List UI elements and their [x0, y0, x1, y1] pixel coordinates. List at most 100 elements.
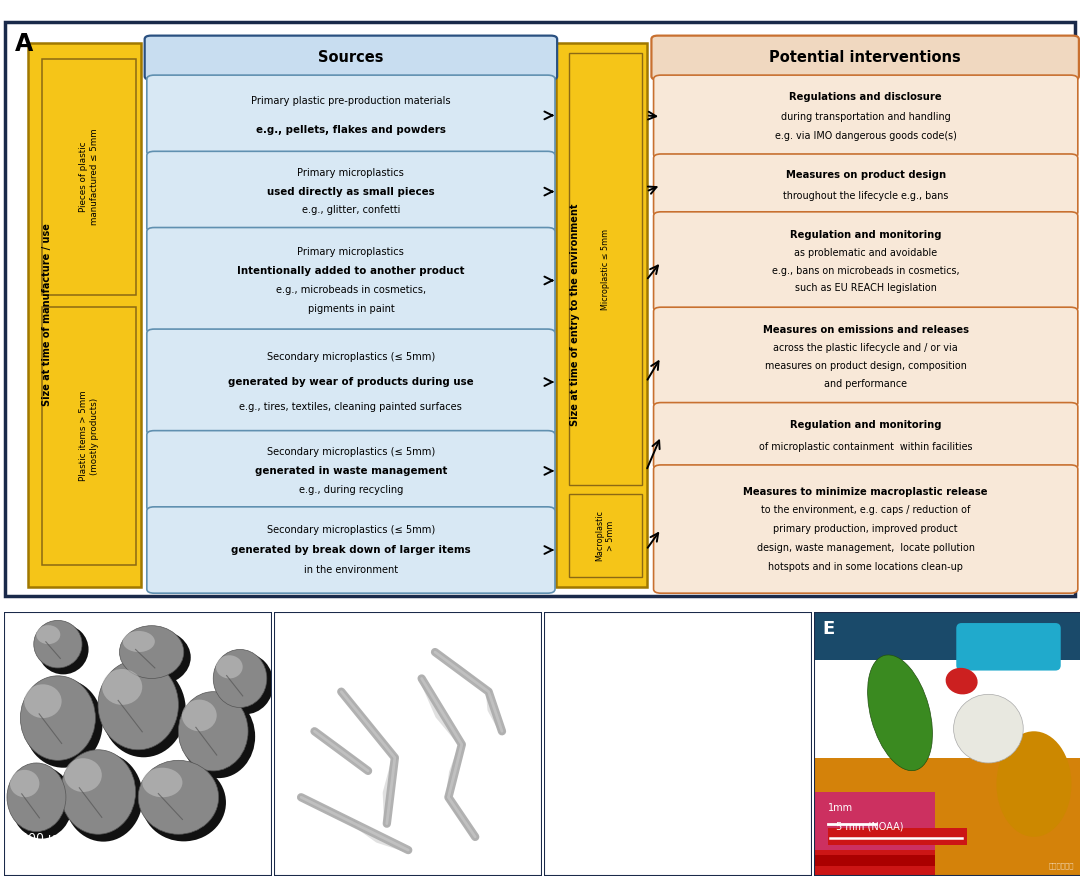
Text: E: E: [822, 620, 835, 638]
FancyBboxPatch shape: [147, 430, 555, 511]
Text: 50 μm: 50 μm: [291, 832, 330, 845]
FancyBboxPatch shape: [653, 402, 1078, 469]
FancyBboxPatch shape: [956, 623, 1061, 671]
FancyBboxPatch shape: [42, 307, 136, 565]
Text: Size at time of entry to the environment: Size at time of entry to the environment: [570, 204, 580, 426]
Text: of microplastic containment  within facilities: of microplastic containment within facil…: [759, 443, 972, 452]
Text: 500 μm: 500 μm: [21, 832, 68, 845]
Text: Microplastic ≤ 5mm: Microplastic ≤ 5mm: [600, 229, 610, 310]
Text: design, waste management,  locate pollution: design, waste management, locate polluti…: [757, 543, 974, 553]
Text: during transportation and handling: during transportation and handling: [781, 112, 950, 121]
Ellipse shape: [183, 695, 255, 778]
FancyBboxPatch shape: [42, 59, 136, 295]
Text: 1mm: 1mm: [827, 803, 853, 813]
Text: 5 mm (NOAA): 5 mm (NOAA): [836, 822, 903, 832]
Text: Secondary microplastics (≤ 5mm): Secondary microplastics (≤ 5mm): [267, 447, 435, 457]
FancyBboxPatch shape: [653, 465, 1078, 593]
Text: Regulations and disclosure: Regulations and disclosure: [789, 92, 942, 102]
Text: Measures to minimize macroplastic release: Measures to minimize macroplastic releas…: [743, 487, 988, 496]
FancyBboxPatch shape: [145, 35, 557, 80]
Text: D: D: [552, 620, 567, 638]
Text: Primary microplastics: Primary microplastics: [297, 168, 404, 178]
Text: Regulation and monitoring: Regulation and monitoring: [789, 420, 942, 429]
Ellipse shape: [120, 626, 184, 678]
Text: Intentionally added to another product: Intentionally added to another product: [238, 266, 464, 276]
FancyBboxPatch shape: [814, 792, 935, 850]
Text: 1 mm: 1 mm: [711, 832, 746, 845]
Ellipse shape: [867, 655, 932, 771]
FancyBboxPatch shape: [653, 75, 1078, 158]
FancyBboxPatch shape: [814, 612, 1080, 660]
FancyBboxPatch shape: [556, 42, 647, 587]
Ellipse shape: [65, 759, 102, 792]
FancyBboxPatch shape: [28, 42, 141, 587]
Text: Secondary microplastics (≤ 5mm): Secondary microplastics (≤ 5mm): [267, 524, 435, 535]
FancyBboxPatch shape: [147, 507, 555, 593]
Ellipse shape: [997, 731, 1071, 837]
Ellipse shape: [11, 766, 72, 839]
Text: e.g., glitter, confetti: e.g., glitter, confetti: [301, 205, 400, 216]
Text: Macroplastic
> 5mm: Macroplastic > 5mm: [596, 510, 615, 561]
Text: and performance: and performance: [824, 379, 907, 389]
Ellipse shape: [6, 763, 66, 832]
Text: such as EU REACH legislation: such as EU REACH legislation: [795, 283, 936, 293]
Ellipse shape: [10, 770, 39, 797]
Text: Primary microplastics: Primary microplastics: [297, 247, 404, 257]
FancyBboxPatch shape: [147, 329, 555, 435]
Text: C: C: [282, 620, 296, 638]
FancyBboxPatch shape: [569, 53, 642, 485]
FancyBboxPatch shape: [814, 866, 935, 876]
FancyBboxPatch shape: [814, 845, 935, 855]
Text: e.g., during recycling: e.g., during recycling: [299, 485, 403, 495]
Text: pigments in paint: pigments in paint: [308, 304, 394, 314]
Ellipse shape: [178, 692, 248, 771]
Text: Secondary microplastics (≤ 5mm): Secondary microplastics (≤ 5mm): [267, 352, 435, 362]
Ellipse shape: [64, 753, 143, 841]
Text: hotspots and in some locations clean-up: hotspots and in some locations clean-up: [768, 561, 963, 571]
Ellipse shape: [141, 764, 226, 841]
Text: 微塑料信息网: 微塑料信息网: [1049, 862, 1075, 869]
Text: Pieces of plastic
manufactured ≤ 5mm: Pieces of plastic manufactured ≤ 5mm: [79, 128, 99, 225]
Text: Potential interventions: Potential interventions: [769, 50, 961, 65]
FancyBboxPatch shape: [814, 813, 935, 824]
Text: across the plastic lifecycle and / or via: across the plastic lifecycle and / or vi…: [773, 343, 958, 353]
Ellipse shape: [24, 679, 103, 767]
Text: primary production, improved product: primary production, improved product: [773, 524, 958, 534]
Text: used directly as small pieces: used directly as small pieces: [267, 187, 435, 196]
Text: e.g., bans on microbeads in cosmetics,: e.g., bans on microbeads in cosmetics,: [772, 266, 959, 275]
Text: measures on product design, composition: measures on product design, composition: [765, 361, 967, 371]
Ellipse shape: [98, 660, 178, 750]
Ellipse shape: [60, 750, 136, 834]
Ellipse shape: [21, 676, 95, 760]
Circle shape: [954, 694, 1023, 763]
Text: e.g., pellets, flakes and powders: e.g., pellets, flakes and powders: [256, 125, 446, 135]
Ellipse shape: [123, 631, 154, 652]
Text: Size at time of manufacture / use: Size at time of manufacture / use: [42, 224, 52, 407]
FancyBboxPatch shape: [653, 307, 1078, 407]
FancyBboxPatch shape: [147, 75, 555, 156]
FancyBboxPatch shape: [827, 827, 967, 845]
Ellipse shape: [181, 700, 217, 731]
FancyBboxPatch shape: [653, 212, 1078, 312]
Text: e.g., microbeads in cosmetics,: e.g., microbeads in cosmetics,: [275, 285, 426, 295]
FancyBboxPatch shape: [147, 151, 555, 232]
Text: as problematic and avoidable: as problematic and avoidable: [794, 248, 937, 258]
Text: throughout the lifecycle e.g., bans: throughout the lifecycle e.g., bans: [783, 191, 948, 201]
FancyBboxPatch shape: [814, 758, 1080, 876]
Text: e.g. via IMO dangerous goods code(s): e.g. via IMO dangerous goods code(s): [774, 131, 957, 142]
Text: e.g., tires, textiles, cleaning painted surfaces: e.g., tires, textiles, cleaning painted …: [240, 402, 462, 413]
Text: Measures on product design: Measures on product design: [785, 170, 946, 180]
FancyBboxPatch shape: [814, 855, 935, 866]
Ellipse shape: [138, 760, 218, 834]
FancyBboxPatch shape: [5, 22, 1075, 596]
Ellipse shape: [946, 668, 977, 694]
Text: generated in waste management: generated in waste management: [255, 466, 447, 476]
Text: Primary plastic pre-production materials: Primary plastic pre-production materials: [251, 96, 450, 106]
Text: Sources: Sources: [319, 50, 383, 65]
FancyBboxPatch shape: [653, 154, 1078, 216]
FancyBboxPatch shape: [569, 495, 642, 577]
Ellipse shape: [24, 685, 62, 718]
Ellipse shape: [103, 669, 143, 705]
Ellipse shape: [217, 653, 273, 715]
Text: to the environment, e.g. caps / reduction of: to the environment, e.g. caps / reductio…: [761, 505, 971, 516]
